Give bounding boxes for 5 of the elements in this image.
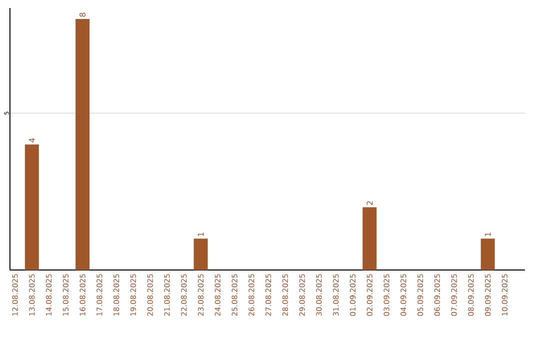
bar: [24, 144, 39, 270]
bar: [194, 238, 208, 270]
bar: [480, 238, 495, 270]
bar: [76, 18, 90, 270]
bar: [362, 207, 377, 270]
